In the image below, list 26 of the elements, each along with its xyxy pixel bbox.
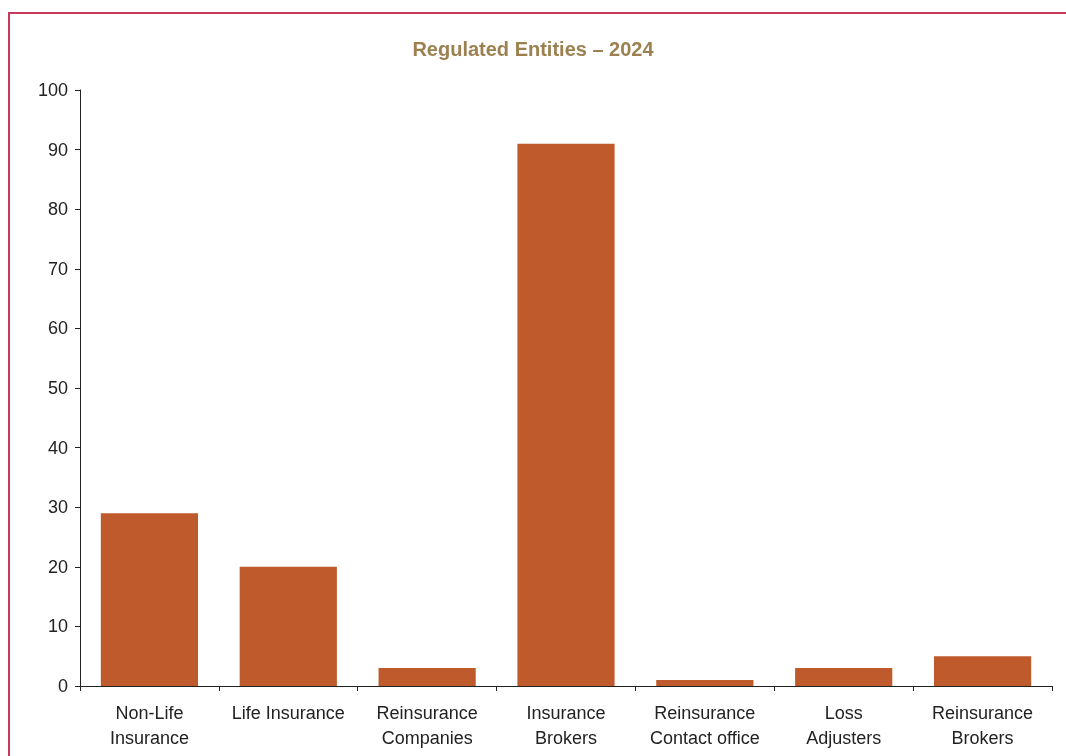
y-tick-label: 40 [47,437,68,458]
y-tick-label: 60 [47,318,68,339]
bar [378,668,476,686]
bar [656,680,754,686]
y-tick-label: 10 [47,616,68,637]
y-tick-label: 90 [47,139,68,160]
bar [933,656,1032,686]
bar [517,143,615,686]
x-tick-label: Reinsurance Companies [376,702,478,748]
y-tick-label: 100 [37,80,68,100]
x-tick-label: Insurance Brokers [526,702,606,748]
y-tick-label: 0 [57,676,68,696]
y-tick-label: 80 [47,199,68,220]
y-tick-label: 30 [47,497,68,518]
x-tick-label: Life Insurance [231,702,345,723]
y-tick-label: 20 [47,556,68,577]
bar [100,513,199,686]
x-tick-label: Reinsurance Brokers [932,702,1034,748]
y-tick-label: 70 [47,258,68,279]
x-tick-label: Non-Life Insurance [109,702,189,748]
bar [795,668,893,686]
chart-title: Regulated Entities – 2024 [412,38,655,60]
x-tick-label: Reinsurance Contact office [649,702,760,748]
x-tick-label: Loss Adjusters [806,702,882,748]
y-tick-label: 50 [47,378,68,398]
bar [239,566,337,686]
